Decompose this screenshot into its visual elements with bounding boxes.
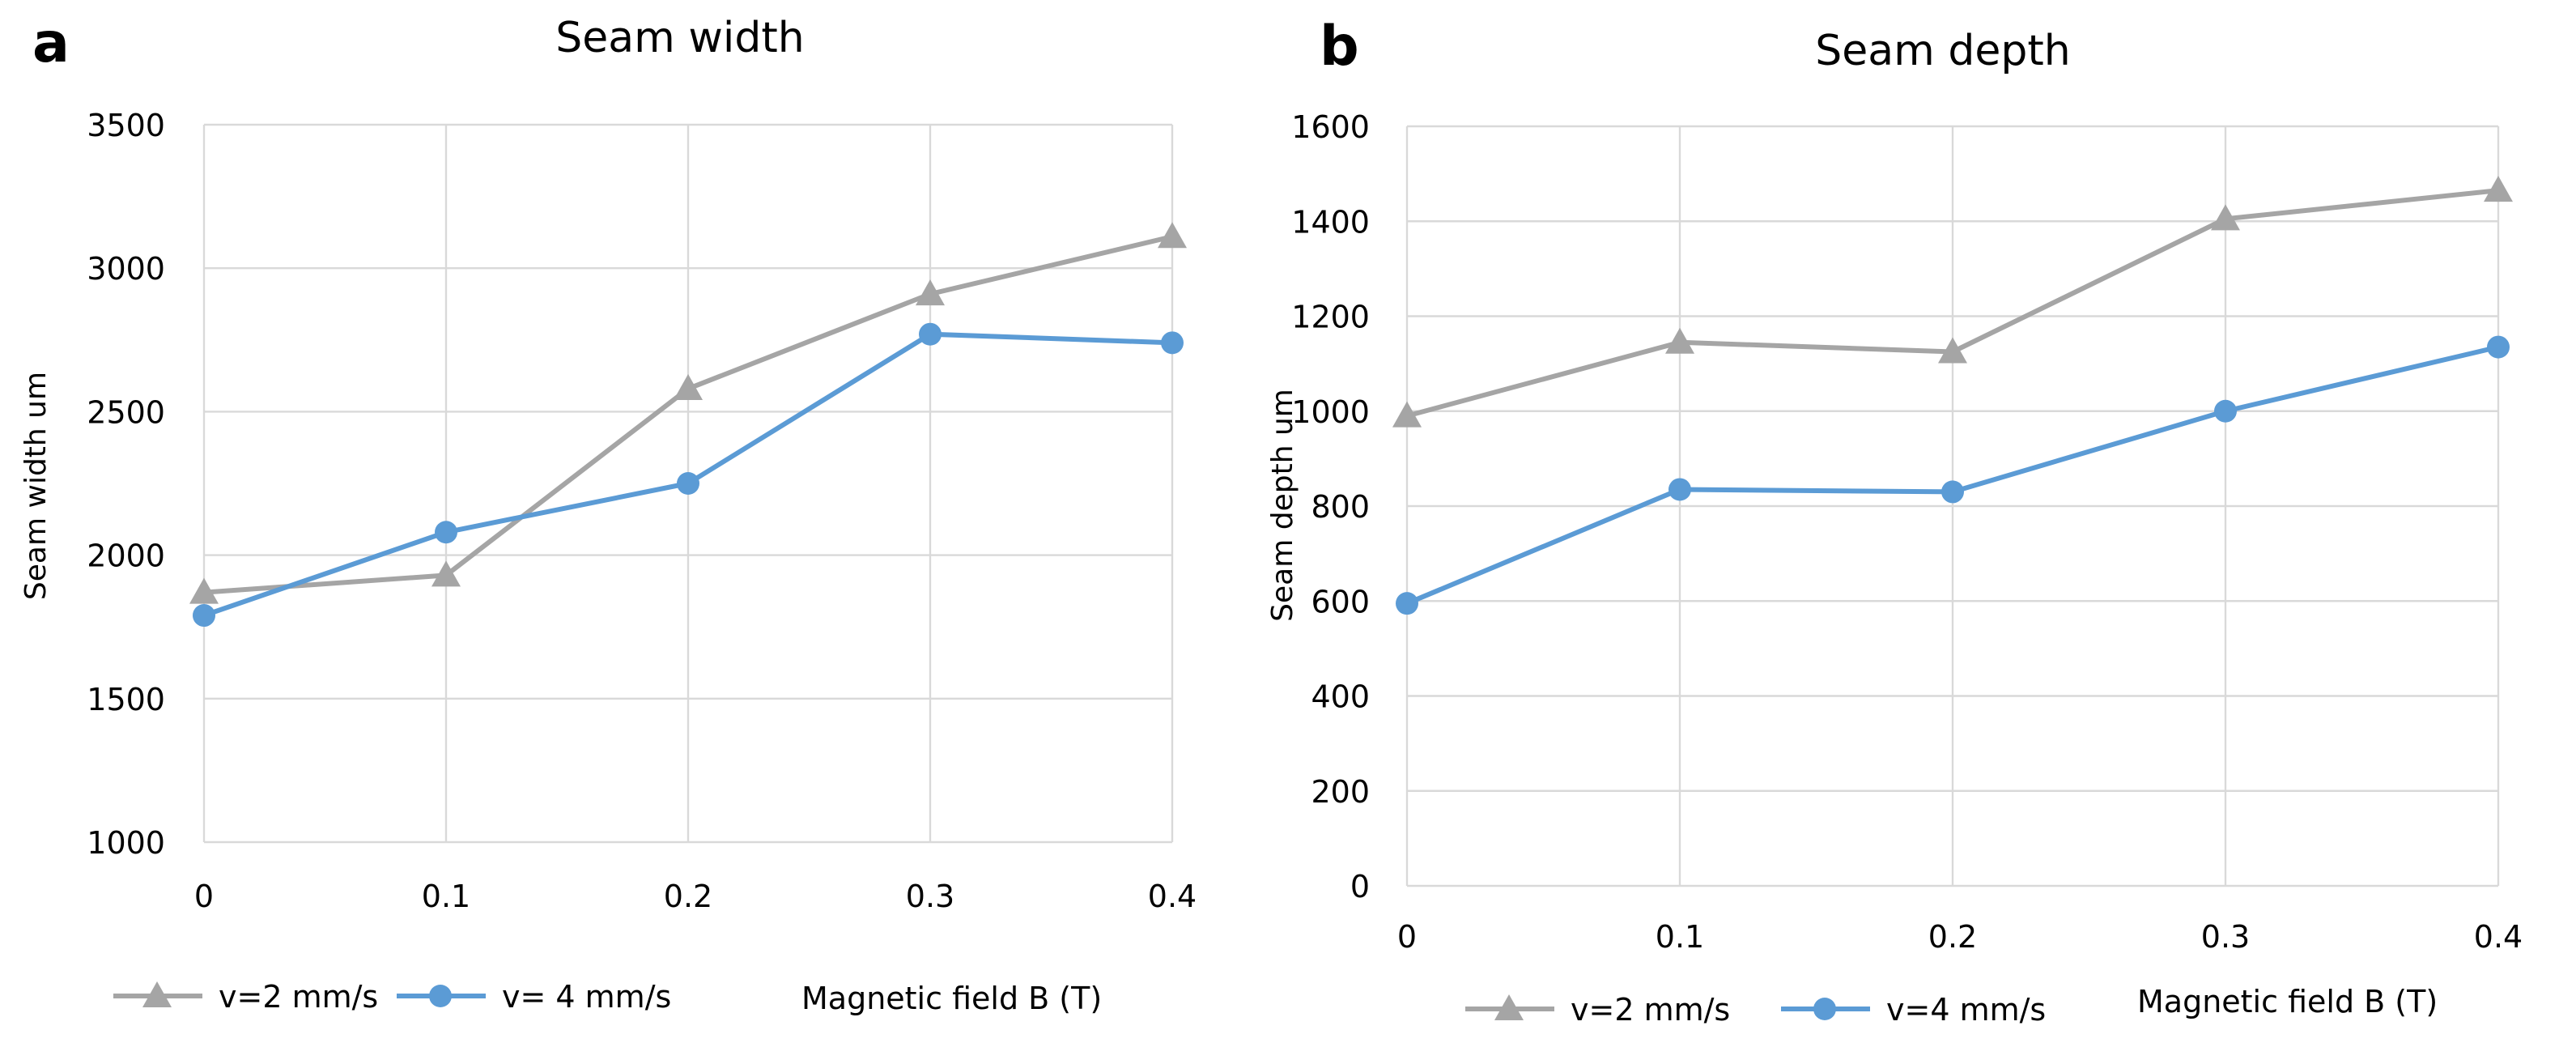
legend-label: v=2 mm/s <box>1571 992 1730 1028</box>
x-tick-label: 0.3 <box>906 879 954 914</box>
data-point-circle <box>1161 331 1184 355</box>
data-point-circle <box>1668 478 1691 501</box>
data-point-circle <box>677 472 699 495</box>
chart-title: Seam width <box>555 14 804 62</box>
y-tick-label: 1000 <box>1291 394 1370 430</box>
legend-item: v=2 mm/s <box>113 979 378 1015</box>
legend-item: v=4 mm/s <box>1781 992 2046 1028</box>
data-point-triangle <box>674 374 703 401</box>
y-tick-label: 600 <box>1311 584 1370 619</box>
y-tick-label: 800 <box>1311 489 1370 525</box>
y-tick-label: 1500 <box>87 682 165 717</box>
data-point-triangle <box>916 279 945 306</box>
x-tick-label: 0.1 <box>422 879 470 914</box>
y-tick-label: 2500 <box>87 394 165 430</box>
data-point-circle <box>1813 998 1836 1020</box>
x-axis-label: Magnetic field B (T) <box>2137 984 2438 1019</box>
data-point-circle <box>1396 592 1418 615</box>
y-tick-label: 1600 <box>1291 109 1370 145</box>
y-tick-label: 1000 <box>87 825 165 861</box>
y-tick-label: 200 <box>1311 774 1370 810</box>
data-point-circle <box>919 322 942 346</box>
legend-label: v= 4 mm/s <box>502 979 671 1015</box>
x-tick-label: 0.3 <box>2201 919 2250 955</box>
series-v-4-mm-s <box>193 322 1184 628</box>
x-tick-label: 0.2 <box>1928 919 1977 955</box>
legend-item: v=2 mm/s <box>1465 992 1730 1028</box>
data-point-triangle <box>2484 176 2513 202</box>
y-tick-label: 0 <box>1350 869 1370 904</box>
data-point-circle <box>1941 480 1964 504</box>
x-tick-label: 0.4 <box>2474 919 2523 955</box>
panel-label: a <box>32 11 70 75</box>
y-axis-label: Seam width um <box>19 372 53 600</box>
y-tick-label: 400 <box>1311 679 1370 715</box>
data-point-circle <box>193 604 215 628</box>
x-tick-label: 0 <box>1397 919 1417 955</box>
data-point-triangle <box>189 577 219 604</box>
data-point-circle <box>2487 335 2510 359</box>
data-point-triangle <box>1158 222 1187 249</box>
y-tick-label: 3000 <box>87 251 165 287</box>
y-tick-label: 1200 <box>1291 300 1370 335</box>
y-axis-label: Seam depth um <box>1266 389 1299 622</box>
data-point-triangle <box>1494 994 1524 1020</box>
chart-panel-b: b Seam depth 0 200 400 600 800 1000 1200 1400 1600… <box>1266 15 2523 1028</box>
data-point-triangle <box>431 560 461 587</box>
data-point-triangle <box>1938 337 1967 364</box>
legend-item: v= 4 mm/s <box>397 979 671 1015</box>
legend-label: v=2 mm/s <box>219 979 378 1015</box>
y-tick-label: 3500 <box>87 108 165 143</box>
chart-title: Seam depth <box>1815 27 2070 75</box>
series-v-4-mm-s <box>1396 335 2510 615</box>
series-v-2-mm-s <box>1392 176 2513 428</box>
x-axis-label: Magnetic field B (T) <box>801 981 1102 1016</box>
chart-panel-a: a Seam width 1000 1500 2000 2500 3000 3500 0 0.1 0… <box>19 11 1197 1016</box>
panel-label: b <box>1320 15 1359 79</box>
data-point-triangle <box>1392 401 1422 428</box>
series-v-2-mm-s <box>189 222 1187 604</box>
y-tick-label: 1400 <box>1291 204 1370 240</box>
data-point-circle <box>2214 399 2237 423</box>
x-tick-label: 0 <box>194 879 214 914</box>
data-point-triangle <box>2211 204 2240 231</box>
x-tick-label: 0.4 <box>1148 879 1197 914</box>
y-tick-label: 2000 <box>87 538 165 574</box>
data-point-circle <box>429 985 452 1007</box>
legend-label: v=4 mm/s <box>1886 992 2046 1028</box>
data-point-triangle <box>1665 327 1694 354</box>
data-point-triangle <box>142 981 172 1007</box>
x-tick-label: 0.2 <box>664 879 712 914</box>
data-point-circle <box>435 521 457 544</box>
x-tick-label: 0.1 <box>1656 919 1704 955</box>
